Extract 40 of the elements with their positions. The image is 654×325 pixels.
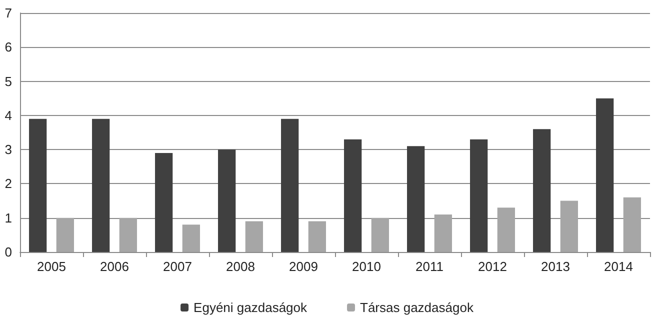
x-tick-label: 2012 bbox=[478, 259, 507, 274]
bar bbox=[560, 200, 578, 252]
x-tick-label: 2006 bbox=[100, 259, 129, 274]
y-tick-label: 7 bbox=[4, 6, 12, 20]
bar bbox=[155, 152, 173, 252]
x-tick-label: 2010 bbox=[352, 259, 381, 274]
legend-label: Egyéni gazdaságok bbox=[194, 300, 308, 315]
bar bbox=[497, 208, 515, 252]
bar bbox=[434, 214, 452, 252]
bar bbox=[92, 118, 110, 252]
bar bbox=[470, 139, 488, 252]
y-tick-label: 1 bbox=[4, 210, 12, 226]
bar bbox=[29, 118, 47, 252]
bar bbox=[623, 197, 641, 252]
x-tick-label: 2014 bbox=[604, 259, 633, 274]
bar bbox=[533, 129, 551, 252]
y-tick-label: 6 bbox=[4, 40, 12, 55]
bar bbox=[281, 118, 299, 252]
bar bbox=[245, 221, 263, 252]
y-tick-label: 5 bbox=[4, 74, 12, 89]
y-tick-label: 0 bbox=[4, 244, 12, 260]
bar bbox=[308, 221, 326, 252]
bar bbox=[119, 218, 137, 252]
legend-label: Társas gazdaságok bbox=[360, 300, 474, 315]
x-tick-label: 2005 bbox=[37, 259, 66, 274]
x-tick-label: 2011 bbox=[416, 259, 444, 274]
bar bbox=[56, 218, 74, 252]
y-tick-label: 3 bbox=[4, 142, 12, 158]
x-tick-label: 2009 bbox=[289, 259, 318, 274]
y-tick-label: 4 bbox=[4, 108, 12, 123]
y-tick-label: 2 bbox=[4, 176, 12, 192]
x-tick-label: 2008 bbox=[226, 259, 255, 274]
bar bbox=[182, 224, 200, 252]
x-tick-label: 2007 bbox=[163, 259, 192, 274]
bar bbox=[218, 150, 236, 252]
bar bbox=[596, 98, 614, 252]
bar bbox=[407, 146, 425, 252]
bar bbox=[344, 139, 362, 252]
bar bbox=[371, 218, 389, 252]
x-tick-label: 2013 bbox=[541, 259, 570, 274]
